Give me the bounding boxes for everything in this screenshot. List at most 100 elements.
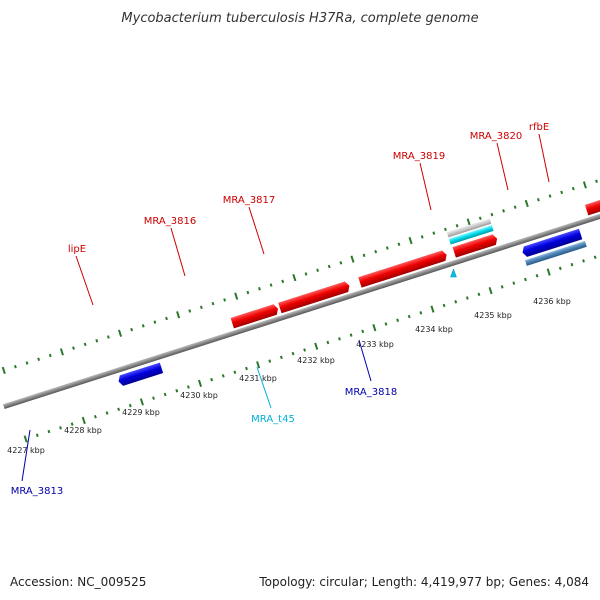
gene-feature-MRA_3817[interactable] xyxy=(452,233,499,258)
lower-tick-minor xyxy=(47,429,51,434)
gene-feature-lipE-left[interactable] xyxy=(230,303,280,329)
misc-feature-MRA_3817[interactable] xyxy=(446,218,492,238)
lower-tick-major xyxy=(197,379,203,387)
upper-tick-minor xyxy=(513,205,517,209)
upper-tick-minor xyxy=(188,309,192,313)
lower-tick-minor xyxy=(535,274,539,278)
upper-tick-minor xyxy=(478,216,482,221)
gene-label-MRA_3819[interactable]: MRA_3819 xyxy=(393,151,445,162)
gene-label-MRA_3816[interactable]: MRA_3816 xyxy=(144,216,196,227)
gene-label-MRA_3817[interactable]: MRA_3817 xyxy=(223,195,275,206)
lower-tick-minor xyxy=(338,337,341,341)
lower-tick-minor xyxy=(279,355,283,360)
upper-tick-major xyxy=(582,181,587,189)
lower-tick-minor xyxy=(361,329,365,334)
gene-label-MRA_3818[interactable]: MRA_3818 xyxy=(345,387,397,398)
lower-tick-minor xyxy=(245,366,248,371)
lower-tick-minor xyxy=(291,351,295,356)
upper-tick-major xyxy=(350,255,355,263)
gene-labels: lipE MRA_3816 MRA_3817 MRA_3819 MRA_3820… xyxy=(11,122,549,497)
rna-feature-MRA_3817[interactable] xyxy=(448,225,494,245)
lower-tick-major xyxy=(314,342,319,350)
upper-tick-minor xyxy=(223,298,227,302)
gene-label-rfbE[interactable]: rfbE xyxy=(529,122,549,133)
lower-tick-minor xyxy=(512,281,516,285)
upper-tick-minor xyxy=(106,335,110,339)
lower-tick-minor xyxy=(128,403,132,408)
gene-feature-lipE[interactable] xyxy=(278,281,351,314)
lower-tick-minor xyxy=(419,311,423,315)
upper-tick-minor xyxy=(397,242,401,247)
lower-tick-minor xyxy=(175,389,179,393)
lower-tick-minor xyxy=(384,322,388,326)
scale-label: 4227 kbp xyxy=(7,446,45,455)
leader-line xyxy=(358,339,372,382)
gene-feature-MRA_3816[interactable] xyxy=(358,250,448,288)
lower-tick-minor xyxy=(35,433,39,437)
upper-tick-minor xyxy=(374,249,378,254)
lower-tick-major xyxy=(139,398,144,406)
lower-tick-minor xyxy=(94,414,97,419)
lower-tick-minor xyxy=(117,407,121,412)
upper-tick-major xyxy=(234,292,239,300)
gene-feature-MRA_3819[interactable] xyxy=(584,169,600,216)
lower-tick-minor xyxy=(221,374,225,378)
triangle-marker-icon[interactable] xyxy=(450,268,457,278)
linear-map-segment xyxy=(1,160,600,443)
gene-label-MRA_3820[interactable]: MRA_3820 xyxy=(470,131,522,142)
lower-tick-minor xyxy=(593,255,597,259)
upper-tick-minor xyxy=(269,283,273,287)
scale-label: 4236 kbp xyxy=(533,297,571,306)
lower-tick-minor xyxy=(70,422,74,426)
upper-tick-minor xyxy=(153,320,157,324)
lower-tick-minor xyxy=(210,377,214,382)
map-title: Mycobacterium tuberculosis H37Ra, comple… xyxy=(121,11,478,26)
upper-tick-minor xyxy=(141,324,145,328)
leader-line xyxy=(75,255,94,306)
label-leaders xyxy=(21,133,550,482)
genome-summary-text: Topology: circular; Length: 4,419,977 bp… xyxy=(258,575,589,589)
upper-tick-minor xyxy=(420,235,424,239)
scale-label: 4228 kbp xyxy=(64,426,102,435)
lower-tick-major xyxy=(256,361,261,369)
upper-tick-major xyxy=(117,329,123,337)
upper-tick-minor xyxy=(560,190,564,195)
upper-tick-minor xyxy=(83,342,87,347)
upper-tick-major xyxy=(466,218,471,226)
gene-feature-MRA_3813[interactable] xyxy=(117,362,164,387)
scale-label: 4233 kbp xyxy=(356,340,394,349)
gene-label-MRA_t45[interactable]: MRA_t45 xyxy=(251,414,295,425)
leader-line xyxy=(21,429,31,482)
leader-line xyxy=(170,227,186,277)
lower-tick-minor xyxy=(570,262,574,267)
upper-tick-minor xyxy=(199,305,203,310)
lower-tick-minor xyxy=(558,266,562,271)
lower-tick-minor xyxy=(163,392,167,397)
misc-feature-MRA_3818[interactable] xyxy=(524,241,587,266)
upper-tick-minor xyxy=(304,272,308,276)
scale-label: 4230 kbp xyxy=(180,391,218,400)
upper-tick-major xyxy=(59,348,64,356)
gene-label-lipE[interactable]: lipE xyxy=(68,244,86,255)
leader-line xyxy=(538,133,550,183)
leader-line xyxy=(256,366,272,409)
gene-feature-MRA_3818[interactable] xyxy=(521,228,583,258)
upper-tick-minor xyxy=(72,346,75,350)
lower-tick-minor xyxy=(524,277,527,282)
upper-tick-minor xyxy=(537,198,540,202)
lower-tick-minor xyxy=(349,333,353,337)
forward-strand-annotations xyxy=(446,218,494,245)
lower-tick-major xyxy=(430,305,435,313)
upper-tick-major xyxy=(176,311,181,319)
upper-tick-minor xyxy=(316,268,320,272)
upper-tick-minor xyxy=(432,231,436,235)
upper-tick-minor xyxy=(444,227,447,232)
lower-tick-minor xyxy=(59,426,62,430)
upper-tick-minor xyxy=(48,353,52,358)
lower-tick-major xyxy=(81,416,86,425)
lower-tick-minor xyxy=(582,259,585,263)
scale-labels: 4227 kbp 4228 kbp 4229 kbp 4230 kbp 4231… xyxy=(7,297,571,455)
gene-label-MRA_3813[interactable]: MRA_3813 xyxy=(11,486,63,497)
lower-tick-major xyxy=(23,435,28,443)
